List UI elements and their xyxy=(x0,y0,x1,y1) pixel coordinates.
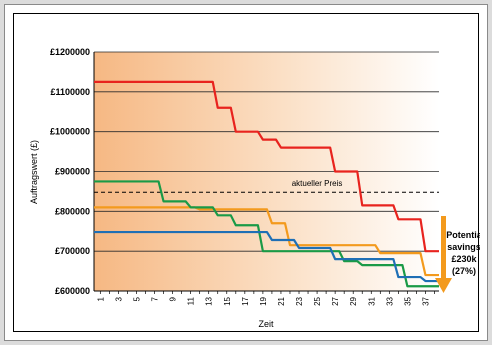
x-tick-label: 7 xyxy=(151,296,160,301)
x-tick-label: 27 xyxy=(331,296,340,305)
series-line-2 xyxy=(94,206,439,277)
reference-line-group: aktueller Preis xyxy=(94,179,439,193)
series-lines xyxy=(94,80,439,288)
series-line-1 xyxy=(94,80,439,253)
x-tick-label: 1 xyxy=(96,296,105,301)
savings-text: £230k xyxy=(451,254,477,264)
y-tick-label: £600000 xyxy=(55,286,90,296)
x-tick-label: 5 xyxy=(132,296,141,301)
x-axis: 1 3 5 7 9 11 13 15 17 19 21 23 25 27 29 31 33 35 37 xyxy=(94,290,439,306)
y-tick-label: £1100000 xyxy=(50,87,90,97)
x-tick-label: 23 xyxy=(295,296,304,305)
x-tick-label: 17 xyxy=(241,296,250,305)
x-tick-label: 29 xyxy=(349,296,358,305)
x-tick-label: 37 xyxy=(421,296,430,305)
y-tick-label: £800000 xyxy=(55,206,90,216)
window-frame: £600000 £700000 £800000 £900000 £1000000 £110… xyxy=(4,4,488,341)
y-axis-label: Auftragswert (£) xyxy=(29,140,39,204)
x-tick-label: 31 xyxy=(367,296,376,305)
x-tick-label: 19 xyxy=(259,296,268,305)
x-axis-label: Zeit xyxy=(258,319,274,329)
series-line-3 xyxy=(94,180,439,288)
savings-text: Potentia xyxy=(446,230,480,240)
reference-line-label: aktueller Preis xyxy=(292,179,343,188)
y-tick-label: £1000000 xyxy=(50,127,90,137)
line-chart: £600000 £700000 £800000 £900000 £1000000 £110… xyxy=(29,47,480,329)
x-tick-label: 21 xyxy=(277,296,286,305)
savings-text: (27%) xyxy=(452,266,476,276)
x-tick-label: 11 xyxy=(187,296,196,305)
y-axis: £600000 £700000 £800000 £900000 £1000000 £110… xyxy=(50,47,95,296)
x-tick-label: 3 xyxy=(114,296,123,301)
x-tick-label: 9 xyxy=(169,296,178,301)
x-tick-label: 15 xyxy=(223,296,232,305)
series-line-4 xyxy=(94,230,439,283)
savings-annotation: Potentia savings £230k (27%) xyxy=(446,230,480,276)
chart-panel: £600000 £700000 £800000 £900000 £1000000 £110… xyxy=(13,13,480,332)
y-tick-label: £1200000 xyxy=(50,47,90,57)
savings-arrow-icon xyxy=(435,216,452,293)
x-tick-label: 35 xyxy=(403,296,412,305)
x-tick-label: 25 xyxy=(313,296,322,305)
savings-text: savings xyxy=(447,242,480,252)
x-tick-label: 13 xyxy=(205,296,214,305)
y-tick-label: £700000 xyxy=(55,246,90,256)
y-tick-label: £900000 xyxy=(55,167,90,177)
x-tick-label: 33 xyxy=(385,296,394,305)
